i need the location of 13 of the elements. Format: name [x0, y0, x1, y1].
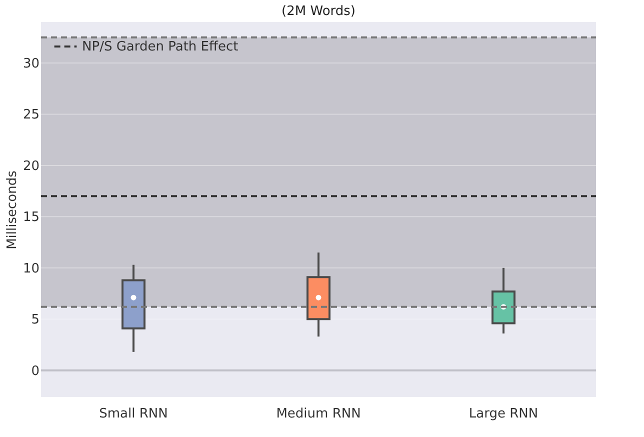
y-tick-label: 30 [22, 56, 40, 72]
y-tick-label: 5 [31, 312, 40, 328]
x-tick-label: Large RNN [468, 406, 538, 422]
y-tick-label: 10 [22, 261, 40, 276]
x-tick-label: Small RNN [99, 406, 168, 422]
y-axis-title: Milliseconds [4, 170, 20, 250]
y-tick-label: 25 [22, 108, 40, 123]
legend-label: NP/S Garden Path Effect [82, 40, 238, 54]
y-tick-label: 0 [31, 364, 40, 379]
chart-title: (2M Words) [282, 4, 356, 19]
x-tick-label: Medium RNN [276, 406, 361, 422]
y-tick-label: 20 [22, 158, 40, 174]
y-tick-label: 15 [22, 210, 40, 226]
